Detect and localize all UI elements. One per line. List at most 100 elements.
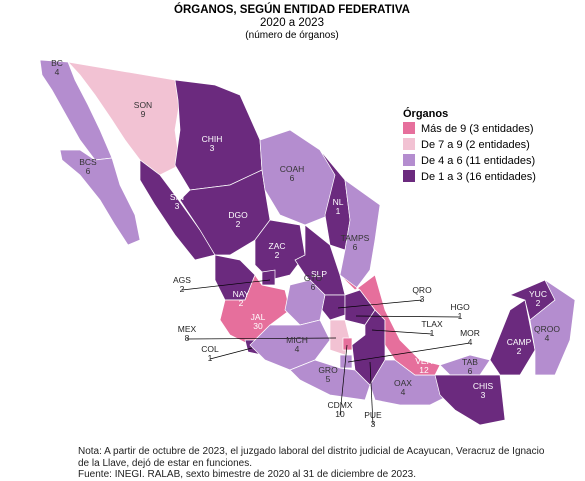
legend-swatch [403,138,415,150]
subtitle: 2020 a 2023 [260,17,324,29]
legend-label: De 7 a 9 (2 entidades) [421,139,530,151]
state-value: 1 [458,311,463,321]
state-shape [434,374,506,426]
leader-line [369,361,374,426]
state-shape [59,149,141,246]
map: ÓRGANOS, SEGÚN ENTIDAD FEDERATIVA 2020 a… [39,3,576,429]
state-abbr: COAH [280,164,305,174]
state-abbr: TLAX [421,319,443,329]
leader-line [347,342,471,363]
state-abbr: ZAC [269,241,286,251]
state-shape [249,319,331,371]
state-shape [439,354,491,376]
state-shape [339,354,353,369]
state-abbr: MICH [286,335,308,345]
state-abbr: BC [51,58,63,68]
state-value: 1 [336,206,341,216]
state-abbr: PUE [364,410,382,420]
state-abbr: JAL [251,312,266,322]
state-value: 30 [253,321,263,331]
state-value: 5 [326,374,331,384]
state-value: 6 [290,173,295,183]
title: ÓRGANOS, SEGÚN ENTIDAD FEDERATIVA [174,3,410,16]
state-value: 4 [295,344,300,354]
source: Fuente: INEGI. RALAB, sexto bimestre de … [78,469,416,480]
state-value: 12 [419,365,429,375]
state-abbr: TAB [462,357,478,367]
state-abbr: NAY [233,289,250,299]
leader-line [371,329,433,335]
state-abbr: SLP [311,269,327,279]
state-value: 2 [536,298,541,308]
state-abbr: VER [415,356,432,366]
legend-label: De 1 a 3 (16 entidades) [421,171,536,183]
state-value: 4 [55,67,60,77]
state-value: 3 [371,419,376,429]
state-abbr: MEX [178,324,197,334]
state-value: 6 [311,282,316,292]
state-abbr: HGO [450,302,470,312]
leader-line [337,299,423,309]
state-abbr: CDMX [327,400,352,410]
state-value: 6 [353,242,358,252]
states [39,59,576,426]
state-value: 2 [239,298,244,308]
state-value: 1 [430,328,435,338]
state-value: 8 [185,333,190,343]
state-abbr: SIN [170,192,184,202]
state-shape [321,294,346,321]
legend-title: Órganos [403,107,448,120]
state-abbr: CHIH [202,134,223,144]
state-value: 2 [275,250,280,260]
legend-swatch [403,170,415,182]
state-value: 10 [335,409,345,419]
state-value: 3 [175,201,180,211]
state-abbr: MOR [460,328,480,338]
state-abbr: GRO [318,365,338,375]
leader-line [186,337,337,340]
state-abbr: COL [201,344,219,354]
state-shape [259,129,336,226]
state-abbr: SON [134,100,152,110]
state-shape [139,159,216,261]
state-abbr: QRO [412,285,432,295]
state-value: 2 [517,346,522,356]
state-abbr: NL [333,197,344,207]
state-value: 6 [468,366,473,376]
state-value: 9 [141,109,146,119]
leader-line [209,347,253,360]
legend-swatch [403,154,415,166]
footnotes: Nota: A partir de octubre de 2023, el ju… [78,446,558,481]
state-abbr: BCS [79,157,97,167]
state-abbr: AGS [173,275,191,285]
leader-line [181,279,271,291]
state-value: 1 [208,353,213,363]
state-value: 3 [210,143,215,153]
legend-label: De 4 a 6 (11 entidades) [421,155,535,167]
state-abbr: OAX [394,378,412,388]
state-abbr: YUC [529,289,547,299]
leader-line [355,315,461,318]
state-shape [261,269,276,286]
state-abbr: GTO [304,273,323,283]
legend-label: Más de 9 (3 entidades) [421,123,534,135]
legend: Órganos Más de 9 (3 entidades) De 7 a 9 (… [403,107,536,183]
state-value: 4 [545,333,550,343]
unit-note: (número de órganos) [245,30,338,41]
state-abbr: QROO [534,324,560,334]
state-value: 2 [236,219,241,229]
state-abbr: CHIS [473,381,494,391]
leader-line [339,344,348,416]
state-shape [529,278,576,376]
state-abbr: CAMP [507,337,532,347]
state-value: 2 [180,284,185,294]
note: Nota: A partir de octubre de 2023, el ju… [78,446,545,469]
legend-swatch [403,122,415,134]
state-abbr: TAMPS [341,233,370,243]
state-labels: BC4SON9CHIH3BCS6SIN3DGO2COAH6NL1TAMPS6ZA… [51,58,560,429]
state-shape [254,219,306,281]
state-abbr: DGO [228,210,248,220]
state-value: 4 [401,387,406,397]
state-value: 3 [420,294,425,304]
